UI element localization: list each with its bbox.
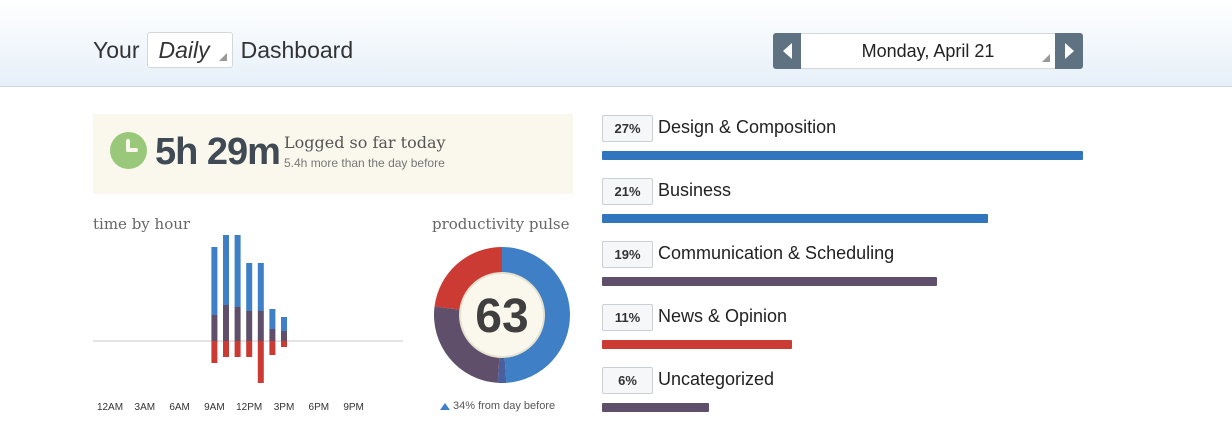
logged-time-value: 5h 29m — [155, 131, 281, 173]
category-row[interactable]: 6% Uncategorized — [602, 367, 1102, 415]
x-tick-label: 12PM — [236, 402, 262, 413]
pulse-slice — [502, 247, 570, 383]
date-select-value: Monday, April 21 — [861, 41, 995, 61]
title-prefix: Your — [93, 36, 140, 63]
hour-bar-neutral — [223, 305, 229, 341]
next-day-button[interactable] — [1055, 33, 1083, 69]
x-tick-label: 3AM — [135, 402, 156, 413]
hour-bar-productive — [246, 263, 253, 311]
productivity-pulse-chart: 63 — [434, 247, 570, 383]
pulse-slice — [434, 306, 500, 383]
hour-bar-productive — [281, 317, 287, 331]
dropdown-corner-icon — [1042, 54, 1050, 62]
logged-time-comparison: 5.4h more than the day before — [284, 156, 445, 170]
category-name[interactable]: Uncategorized — [658, 369, 775, 389]
x-tick-label: 9PM — [343, 402, 364, 413]
category-percent: 19% — [602, 241, 653, 268]
pulse-slice — [434, 247, 502, 310]
hour-bar-distracting — [281, 341, 287, 347]
x-tick-label: 12AM — [97, 402, 123, 413]
date-select[interactable]: Monday, April 21 — [801, 33, 1055, 69]
category-row[interactable]: 27% Design & Composition — [602, 115, 1102, 163]
category-bar-track — [602, 403, 1083, 412]
date-navigator: Monday, April 21 — [773, 33, 1083, 69]
hour-bar-neutral — [269, 329, 276, 341]
hour-bar-distracting — [269, 341, 276, 355]
hour-bar-productive — [257, 263, 264, 311]
x-tick-label: 6PM — [309, 402, 330, 413]
category-name[interactable]: News & Opinion — [658, 306, 788, 326]
category-bar-track — [602, 340, 1083, 349]
pulse-center — [459, 272, 545, 358]
productivity-pulse-title: productivity pulse — [432, 215, 570, 233]
category-row[interactable]: 21% Business — [602, 178, 1102, 226]
hour-bar-neutral — [281, 331, 287, 341]
category-bar — [602, 214, 988, 223]
hour-bar-productive — [234, 235, 241, 307]
category-bar-track — [602, 214, 1083, 223]
hour-bar-productive — [269, 309, 276, 329]
time-by-hour-title: time by hour — [93, 215, 191, 233]
category-row[interactable]: 19% Communication & Scheduling — [602, 241, 1102, 289]
clock-icon — [110, 132, 147, 169]
hour-bar-neutral — [257, 311, 264, 341]
hour-bar-distracting — [234, 341, 241, 357]
hour-bar-productive — [211, 247, 218, 315]
previous-day-button[interactable] — [773, 33, 801, 69]
hour-bar-neutral — [246, 311, 253, 341]
dashboard-header: Your Daily Dashboard Monday, April 21 — [0, 0, 1232, 87]
category-bar — [602, 340, 792, 349]
pulse-score: 63 — [475, 290, 528, 343]
pulse-change-text: 34% from day before — [453, 400, 556, 412]
category-bar — [602, 277, 937, 286]
hour-bar-neutral — [211, 315, 218, 341]
category-bar — [602, 151, 1083, 160]
category-name[interactable]: Communication & Scheduling — [658, 243, 895, 263]
category-bar-track — [602, 277, 1083, 286]
arrow-right-icon — [1064, 43, 1074, 59]
arrow-left-icon — [782, 43, 792, 59]
hour-bar-distracting — [246, 341, 253, 357]
x-tick-label: 9AM — [204, 402, 225, 413]
period-select[interactable]: Daily — [147, 32, 233, 68]
category-percent: 27% — [602, 115, 653, 142]
category-name[interactable]: Business — [658, 180, 732, 200]
category-row[interactable]: 11% News & Opinion — [602, 304, 1102, 352]
time-by-hour-chart: 12AM 3AM 6AM 9AM 12PM 3PM 6PM 9PM — [93, 235, 403, 413]
category-bar — [602, 403, 709, 412]
period-select-value: Daily — [158, 37, 210, 63]
pulse-slice — [497, 356, 507, 383]
category-percent: 11% — [602, 304, 653, 331]
hour-bar-productive — [223, 235, 229, 305]
hour-bar-distracting — [223, 341, 229, 357]
arrow-up-icon — [440, 402, 450, 410]
x-tick-label: 3PM — [274, 402, 295, 413]
logged-time-summary: 5h 29m Logged so far today 5.4h more tha… — [93, 114, 573, 194]
category-bar-track — [602, 151, 1083, 160]
dropdown-corner-icon — [218, 53, 227, 61]
hour-bar-neutral — [234, 307, 241, 341]
hour-bar-distracting — [211, 341, 218, 363]
category-name[interactable]: Design & Composition — [658, 117, 837, 137]
title-suffix: Dashboard — [240, 36, 354, 63]
page-title: Your Daily Dashboard — [93, 32, 353, 68]
hour-bar-distracting — [257, 341, 264, 383]
category-percent: 21% — [602, 178, 653, 205]
logged-time-label: Logged so far today — [284, 133, 446, 152]
pulse-change-note: 34% from day before — [440, 400, 555, 412]
x-tick-label: 6AM — [169, 402, 190, 413]
category-percent: 6% — [602, 367, 653, 394]
